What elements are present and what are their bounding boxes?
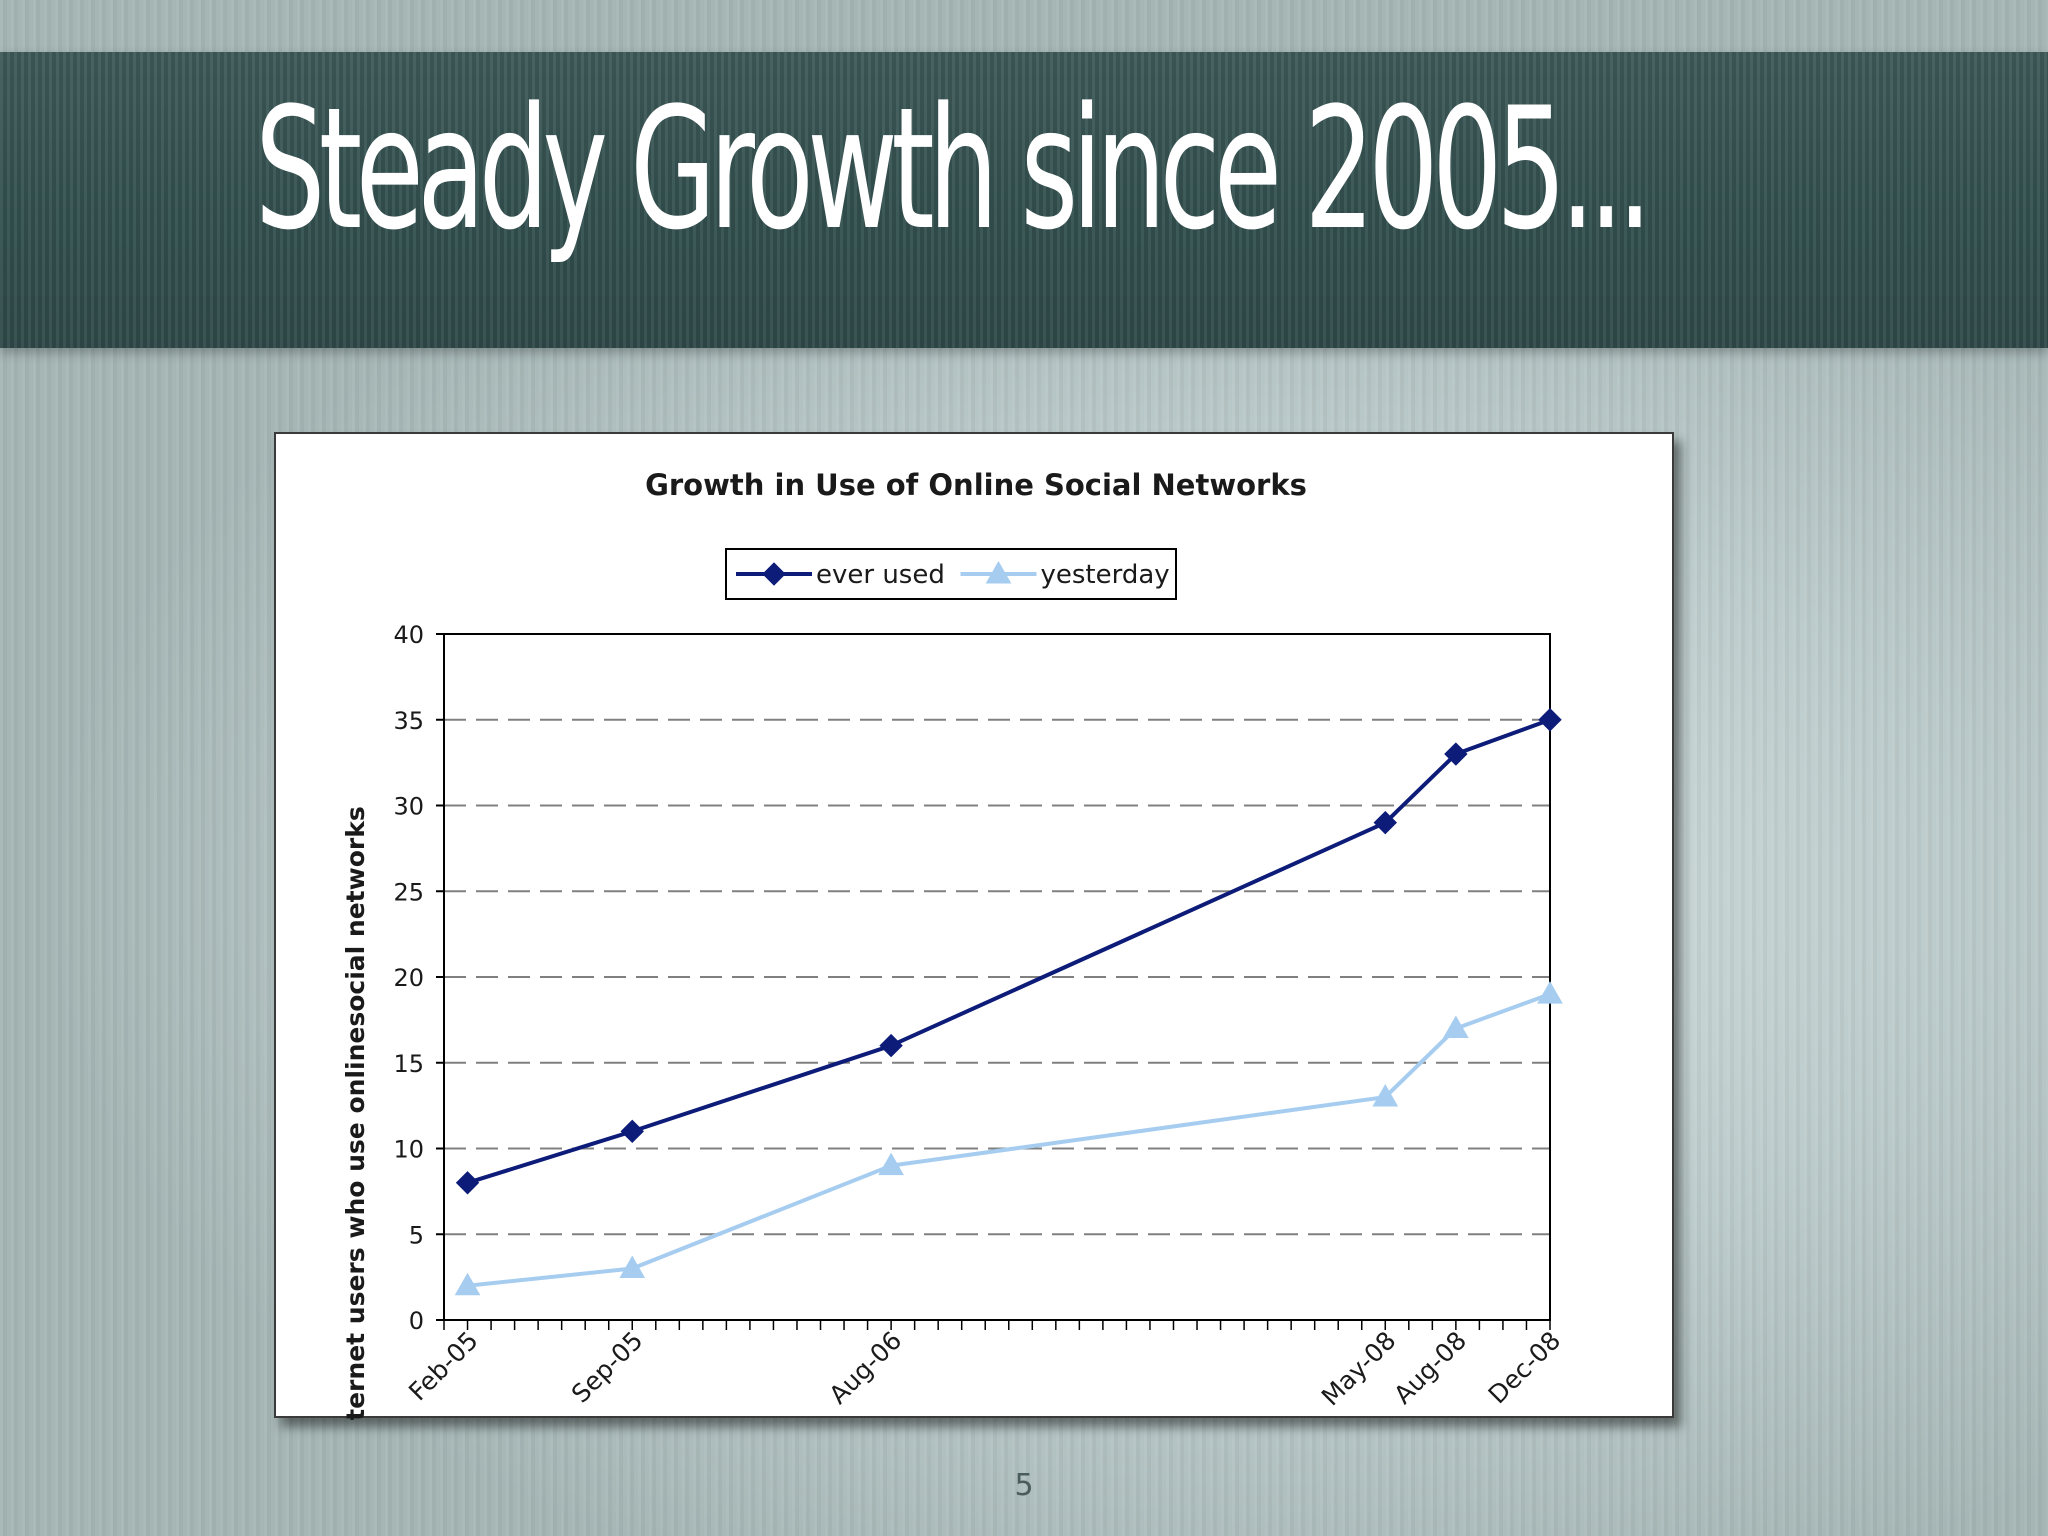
chart-frame: Growth in Use of Online Social Networks … [274,432,1674,1420]
data-point-marker [1372,1084,1399,1107]
series-line-yesterday [467,992,1551,1288]
x-tick-label: May-08 [1316,1326,1402,1412]
y-tick-label: 10 [393,1136,424,1164]
y-tick-label: 30 [393,793,424,821]
chart-legend: ever used yesterday [725,548,1177,600]
data-point-marker [1373,810,1397,835]
chart-title: Growth in Use of Online Social Networks [645,468,1307,502]
title-band [0,52,2048,348]
axes: 0 5 10 15 20 25 30 35 40 Feb-05 Sep-05 Aug-06 May-08… [393,621,1566,1411]
line-chart: Growth in Use of Online Social Networks … [341,468,1566,1420]
data-point-marker [1444,742,1468,766]
legend-swatch-marker [762,562,786,586]
x-tick-label: Dec-08 [1483,1326,1567,1410]
series-layer [454,708,1563,1296]
y-axis-label: % of internet users who use onlinesocial… [341,806,370,1420]
x-tick-label: Aug-06 [823,1326,907,1410]
data-point-marker [455,1171,480,1195]
data-point-marker [454,1272,481,1296]
x-tick-label: Feb-05 [403,1326,484,1407]
legend-swatch-marker [985,560,1012,584]
slide-title: Steady Growth since 2005... [255,71,1652,267]
series-line-ever-used [466,717,1551,1185]
y-tick-label: 5 [409,1221,424,1249]
x-tick-label: Aug-08 [1388,1326,1472,1410]
y-tick-label: 0 [409,1307,424,1335]
data-point-marker [878,1152,904,1176]
y-tick-label: 20 [393,964,424,992]
x-tick-label: Sep-05 [566,1326,649,1409]
grid-lines [444,718,1550,1236]
legend-label: ever used [816,560,945,590]
y-tick-label: 40 [393,621,424,649]
data-point-marker [879,1033,903,1058]
data-point-marker [619,1255,646,1279]
data-point-marker [620,1119,644,1144]
data-point-marker [1443,1015,1469,1038]
y-tick-label: 35 [393,707,424,735]
data-point-marker [1538,708,1562,732]
data-point-marker [1537,981,1563,1004]
y-tick-label: 15 [393,1050,424,1078]
legend-label: yesterday [1041,560,1170,590]
y-tick-label: 25 [393,878,424,906]
page-number: 5 [1014,1468,1034,1503]
